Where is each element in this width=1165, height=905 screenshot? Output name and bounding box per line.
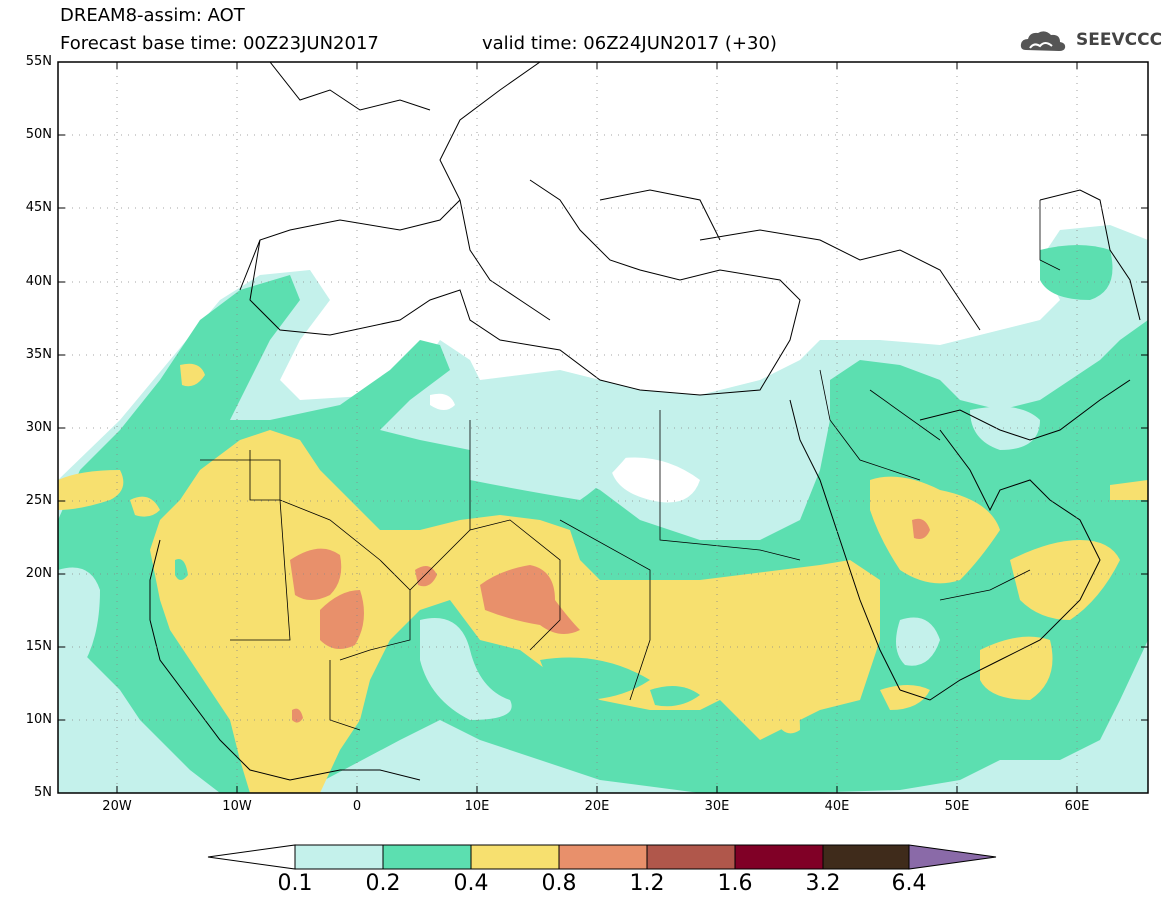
aot-level-0-8 <box>290 548 342 600</box>
lon-label-40e: 40E <box>824 799 850 814</box>
colorbar-under <box>207 844 296 870</box>
lon-label-10w: 10W <box>222 799 252 814</box>
map-title: DREAM8-assim: AOT <box>60 5 245 26</box>
valid-time: valid time: 06Z24JUN2017 (+30) <box>482 33 777 54</box>
colorbar-label-0-1: 0.1 <box>277 871 313 896</box>
lon-label-10e: 10E <box>464 799 490 814</box>
aot-fields <box>58 225 1148 793</box>
colorbar-label-1-6: 1.6 <box>717 871 753 896</box>
colorbar-label-6-4: 6.4 <box>891 871 927 896</box>
colorbar-over <box>908 844 997 870</box>
colorbar-label-3-2: 3.2 <box>805 871 841 896</box>
country-borders <box>200 200 1061 731</box>
lat-label-10n: 10N <box>25 712 52 727</box>
cloud-icon <box>1020 31 1066 51</box>
lat-label-35n: 35N <box>25 347 52 362</box>
colorbar-label-0-2: 0.2 <box>365 871 401 896</box>
forecast-base-time: Forecast base time: 00Z23JUN2017 <box>60 33 379 54</box>
colorbar-label-1-2: 1.2 <box>629 871 665 896</box>
lon-label-20w: 20W <box>102 799 132 814</box>
colorbar-swatch-0-2 <box>382 844 472 870</box>
colorbar-swatch-0-8 <box>558 844 648 870</box>
lon-label-0: 0 <box>352 799 362 814</box>
colorbar-swatch-1-6 <box>734 844 824 870</box>
lat-label-25n: 25N <box>25 493 52 508</box>
lon-label-60e: 60E <box>1064 799 1090 814</box>
lat-label-20n: 20N <box>25 566 52 581</box>
colorbar-swatch-1-2 <box>646 844 736 870</box>
logo-text: SEEVCCC <box>1076 30 1163 50</box>
colorbar-swatch-0-4 <box>470 844 560 870</box>
colorbar-label-0-4: 0.4 <box>453 871 489 896</box>
colorbar-label-0-8: 0.8 <box>541 871 577 896</box>
lat-label-40n: 40N <box>25 274 52 289</box>
lat-label-50n: 50N <box>25 127 52 142</box>
lat-label-5n: 5N <box>34 785 52 800</box>
lat-label-15n: 15N <box>25 639 52 654</box>
graticule <box>58 62 1148 793</box>
lon-label-30e: 30E <box>704 799 730 814</box>
colorbar <box>207 844 997 870</box>
colorbar-swatch-3-2 <box>822 844 910 870</box>
lat-label-30n: 30N <box>25 420 52 435</box>
lat-label-45n: 45N <box>25 200 52 215</box>
coastlines <box>149 62 1141 781</box>
lat-label-55n: 55N <box>25 54 52 69</box>
lon-label-20e: 20E <box>584 799 610 814</box>
colorbar-swatch-0-1 <box>294 844 384 870</box>
lon-label-50e: 50E <box>944 799 970 814</box>
axis-ticks <box>58 62 1148 793</box>
